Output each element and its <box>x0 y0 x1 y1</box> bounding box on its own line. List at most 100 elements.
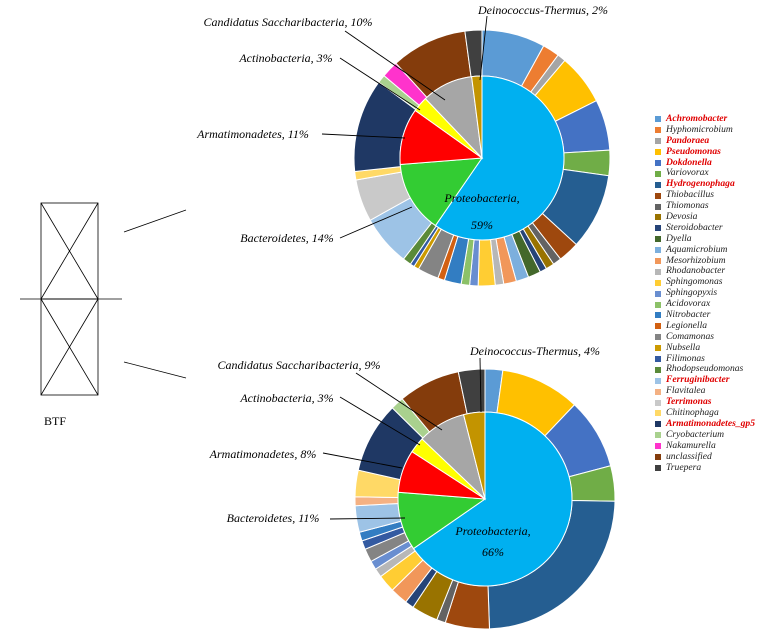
legend-swatch <box>655 203 661 210</box>
legend-label: Devosia <box>666 211 698 223</box>
chart2-label-actinobacteria: Actinobacteria, 3% <box>239 391 333 405</box>
legend-swatch <box>655 334 661 341</box>
chart2-inner-slice-proteobacteria <box>412 411 573 587</box>
legend-label: Rhodopseudomonas <box>666 363 744 375</box>
legend-item-steroidobacter: Steroidobacter <box>655 221 777 234</box>
legend-swatch <box>655 247 661 254</box>
legend-label: Dokdonella <box>666 156 712 168</box>
legend-swatch <box>655 116 661 123</box>
btf-cross-top-2 <box>40 202 99 300</box>
legend-item-thiobacillus: Thiobacillus <box>655 189 777 201</box>
legend-label: Mesorhizobium <box>666 254 726 266</box>
legend-swatch <box>655 377 661 384</box>
legend-swatch <box>655 421 661 428</box>
legend-swatch <box>655 366 661 373</box>
legend-swatch <box>655 127 661 134</box>
legend-item-chitinophaga: Chitinophaga <box>655 407 777 419</box>
legend-label: Truepera <box>666 461 702 473</box>
legend-label: Hydrogenophaga <box>666 178 735 190</box>
legend-item-hydrogenophaga: Hydrogenophaga <box>655 178 777 190</box>
chart2-label-candidatus-saccharibacteria: Candidatus Saccharibacteria, 9% <box>218 358 381 372</box>
legend-swatch <box>655 410 661 417</box>
legend-item-aquamicrobium: Aquamicrobium <box>655 243 777 256</box>
legend-label: Pandoraea <box>666 134 710 146</box>
legend-item-dyella: Dyella <box>655 232 777 245</box>
chart1-label-proteobacteria: Proteobacteria, <box>443 191 519 205</box>
legend-label: Hyphomicrobium <box>666 123 733 135</box>
legend-label: Cryobacterium <box>666 428 725 440</box>
chart2-label-armatimonadetes: Armatimonadetes, 8% <box>209 447 317 461</box>
chart1-leader-candidatus-saccharibacteria <box>344 30 446 101</box>
legend-label: Steroidobacter <box>666 221 723 233</box>
legend-item-dokdonella: Dokdonella <box>655 156 777 169</box>
btf-schematic <box>20 202 187 396</box>
chart1-label-candidatus-saccharibacteria: Candidatus Saccharibacteria, 10% <box>204 15 373 29</box>
legend-item-pseudomonas: Pseudomonas <box>655 145 777 158</box>
legend-item-truepera: Truepera <box>655 461 777 474</box>
btf-cross-bottom-2 <box>40 298 99 396</box>
legend-item-rhodanobacter: Rhodanobacter <box>655 266 777 277</box>
pointer-line-top <box>123 209 187 233</box>
legend-swatch <box>655 258 661 265</box>
chart2-leader-candidatus-saccharibacteria <box>355 372 443 431</box>
legend-label: Aquamicrobium <box>666 243 728 255</box>
chart2-leader-armatimonadetes <box>322 452 403 469</box>
legend-label: Armatimonadetes_gp5 <box>666 417 756 429</box>
chart1-value-proteobacteria: 59% <box>471 218 493 232</box>
legend-item-mesorhizobium: Mesorhizobium <box>655 254 777 267</box>
legend-item-cryobacterium: Cryobacterium <box>655 428 777 441</box>
legend-item-devosia: Devosia <box>655 211 777 223</box>
chart1-label-bacteroidetes: Bacteroidetes, 14% <box>240 231 334 245</box>
legend-label: Dyella <box>666 232 692 244</box>
legend-item-terrimonas: Terrimonas <box>655 396 777 408</box>
legend-label: Variovorax <box>666 167 709 179</box>
legend-item-hyphomicrobium: Hyphomicrobium <box>655 123 777 136</box>
legend-swatch <box>655 160 661 166</box>
chart2-leader-deinococcus-thermus <box>479 357 482 413</box>
legend-swatch <box>655 312 661 319</box>
legend-swatch <box>655 138 661 145</box>
chart2-inner-slice-deinococcus-thermus <box>462 411 486 500</box>
chart2-label-proteobacteria: Proteobacteria, <box>454 524 530 538</box>
legend-label: Achromobacter <box>666 113 728 124</box>
legend-item-nakamurella: Nakamurella <box>655 440 777 452</box>
legend-swatch <box>655 170 661 177</box>
legend-item-rhodopseudomonas: Rhodopseudomonas <box>655 364 777 375</box>
legend-item-unclassified: unclassified <box>655 451 777 463</box>
legend-label: Comamonas <box>666 330 714 342</box>
legend-label: Chitinophaga <box>666 407 719 419</box>
legend-label: Terrimonas <box>666 396 712 408</box>
legend-item-pandoraea: Pandoraea <box>655 134 777 147</box>
legend-item-thiomonas: Thiomonas <box>655 200 777 212</box>
chart1-label-deinococcus-thermus: Deinococcus-Thermus, 2% <box>477 3 608 17</box>
legend-item-acidovorax: Acidovorax <box>655 298 777 310</box>
chart1-inner-slice-deinococcus-thermus <box>471 75 483 159</box>
legend-swatch <box>655 225 661 232</box>
legend-label: Acidovorax <box>666 298 711 310</box>
legend-label: Filimonas <box>666 352 705 364</box>
legend-item-sphingopyxis: Sphingopyxis <box>655 287 777 299</box>
legend-label: Nubsella <box>666 341 701 353</box>
btf-label: BTF <box>44 414 67 428</box>
legend-label: Sphingomonas <box>666 276 723 288</box>
legend-swatch <box>655 268 661 275</box>
chart1-leader-armatimonadetes <box>321 133 406 139</box>
legend-item-filimonas: Filimonas <box>655 352 777 365</box>
legend-swatch <box>655 345 661 352</box>
legend-label: Sphingopyxis <box>666 287 718 299</box>
legend-swatch <box>655 356 661 363</box>
pie-charts: Proteobacteria, 59% Bacteroidetes, 14% Arma… <box>196 3 616 630</box>
chart2-leader-bacteroidetes <box>329 517 406 520</box>
legend-label: Pseudomonas <box>666 145 721 157</box>
legend-item-variovorax: Variovorax <box>655 168 777 179</box>
chart1-inner-slice-bacteroidetes <box>399 157 484 227</box>
chart2-leader-actinobacteria <box>339 396 421 446</box>
chart2-label-deinococcus-thermus: Deinococcus-Thermus, 4% <box>469 344 600 358</box>
legend-label: Nitrobacter <box>666 309 711 321</box>
chart1-label-armatimonadetes: Armatimonadetes, 11% <box>196 127 309 141</box>
legend-label: Rhodanobacter <box>666 265 726 277</box>
legend-label: Ferruginibacter <box>666 374 730 386</box>
legend-item-nubsella: Nubsella <box>655 341 777 354</box>
legend-swatch <box>655 454 661 461</box>
